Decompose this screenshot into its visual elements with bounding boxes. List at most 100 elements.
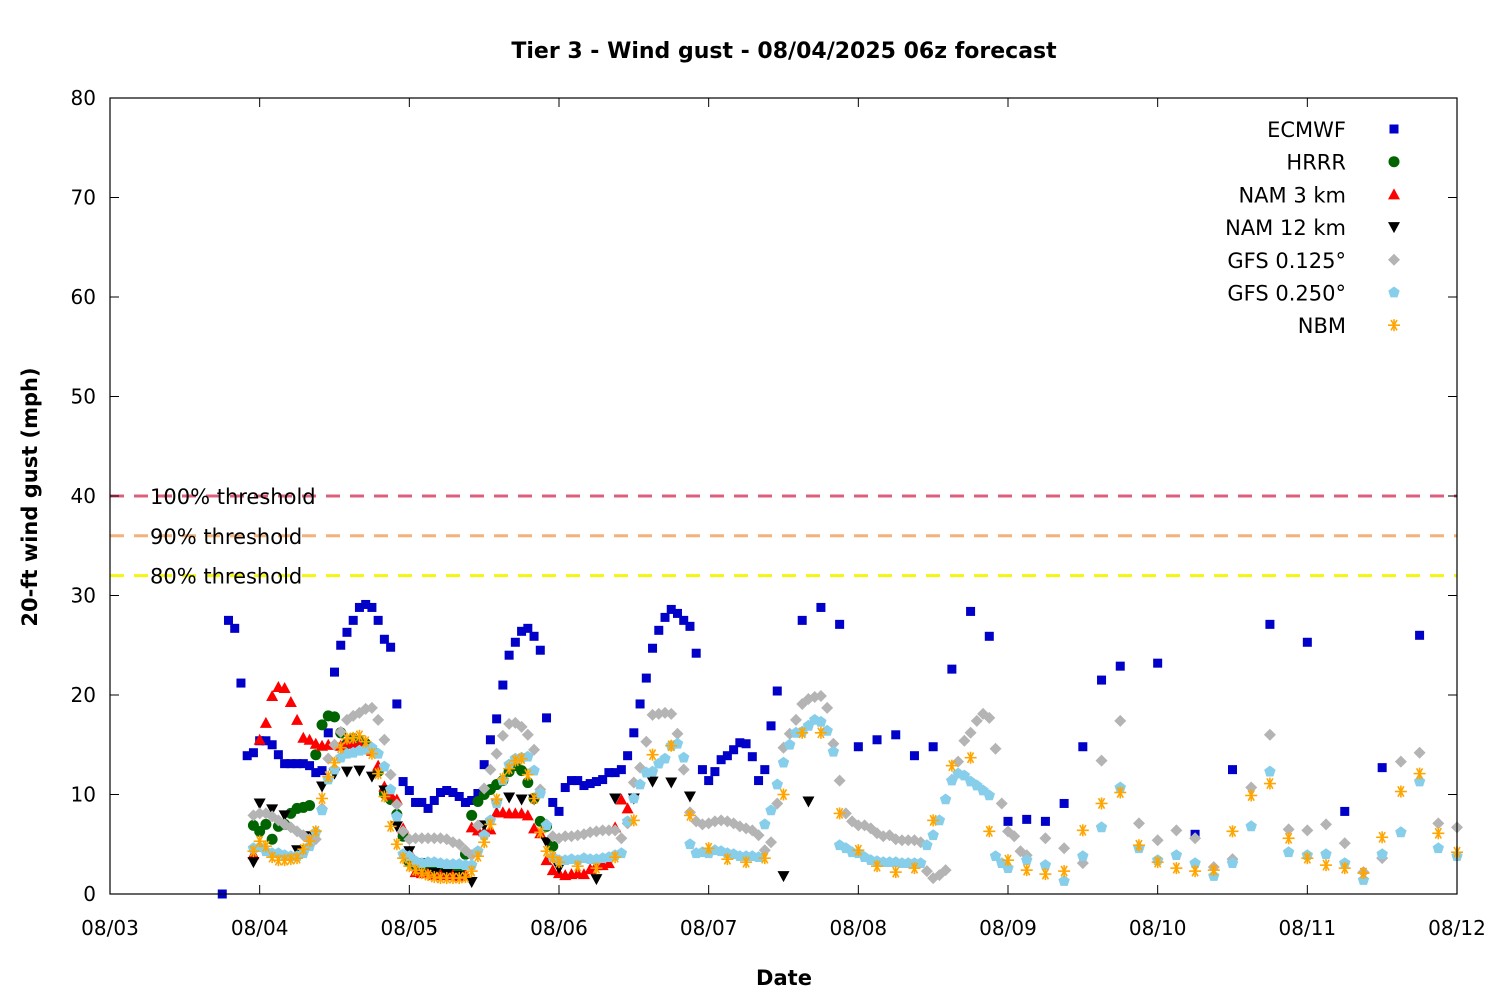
data-point: [1058, 842, 1071, 855]
data-point: [453, 838, 466, 851]
data-point: [390, 798, 403, 811]
data-point: [272, 854, 285, 867]
data-point: [291, 852, 304, 865]
data-point: [797, 615, 807, 625]
data-point: [436, 788, 446, 798]
data-point: [672, 608, 682, 618]
data-point: [372, 767, 385, 780]
data-point: [247, 857, 260, 869]
data-point: [503, 792, 516, 804]
data-point: [428, 871, 441, 884]
data-point: [765, 804, 777, 816]
data-point: [777, 871, 790, 883]
data-point: [266, 689, 279, 701]
y-tick-label: 60: [71, 285, 96, 309]
y-tick-label: 30: [71, 584, 96, 608]
data-point: [939, 793, 952, 805]
data-point: [528, 792, 541, 805]
data-point: [1189, 865, 1202, 878]
series-4: [247, 689, 1463, 885]
data-point: [815, 715, 827, 727]
data-point: [627, 814, 640, 827]
data-point: [535, 645, 545, 655]
data-point: [590, 862, 603, 875]
data-point: [1301, 852, 1314, 865]
data-point: [498, 680, 508, 690]
data-point: [591, 777, 601, 787]
y-tick-label: 40: [71, 484, 96, 508]
data-point: [1170, 824, 1183, 837]
legend-label: NAM 12 km: [1225, 216, 1346, 240]
data-point: [404, 786, 414, 796]
data-point: [915, 857, 927, 868]
data-point: [1095, 797, 1108, 810]
data-point: [386, 642, 396, 652]
data-point: [316, 792, 329, 805]
data-point: [1022, 814, 1032, 824]
data-point: [710, 767, 720, 777]
data-point: [384, 820, 397, 833]
data-point: [1432, 842, 1444, 854]
data-point: [1058, 865, 1071, 878]
data-point: [521, 768, 534, 781]
data-point: [933, 814, 946, 826]
data-point: [547, 840, 559, 852]
x-tick-label: 08/07: [680, 916, 738, 940]
data-point: [621, 815, 634, 827]
data-point: [641, 673, 651, 683]
data-point: [691, 648, 701, 658]
data-point: [490, 747, 503, 760]
data-point: [236, 678, 246, 688]
data-point: [679, 615, 689, 625]
data-point: [479, 760, 489, 770]
data-point: [329, 711, 340, 723]
data-point: [889, 866, 902, 879]
data-point: [735, 738, 745, 748]
data-point: [273, 750, 283, 760]
data-point: [928, 742, 938, 752]
data-point: [683, 809, 696, 822]
data-point: [248, 748, 258, 758]
legend-label: GFS 0.250°: [1227, 282, 1346, 306]
data-point: [1338, 862, 1351, 875]
data-point: [1413, 746, 1426, 759]
data-point: [328, 756, 341, 769]
legend-label: NAM 3 km: [1238, 183, 1346, 207]
data-point: [1376, 848, 1388, 860]
plot-frame: [109, 97, 1458, 895]
data-point: [521, 728, 534, 741]
data-point: [304, 799, 316, 811]
data-point: [261, 736, 271, 746]
data-point: [467, 795, 477, 805]
data-point: [336, 640, 346, 650]
data-point: [415, 867, 428, 880]
data-point: [354, 602, 364, 612]
data-point: [1320, 818, 1333, 831]
data-point: [666, 604, 676, 614]
data-point: [509, 754, 522, 767]
data-point: [1058, 875, 1070, 886]
data-point: [1151, 856, 1164, 869]
data-point: [966, 606, 976, 616]
data-point: [945, 759, 958, 772]
data-point: [1097, 675, 1107, 685]
data-point: [478, 836, 491, 849]
data-point: [665, 707, 678, 720]
legend-marker: [1389, 124, 1399, 134]
data-point: [759, 818, 771, 830]
data-point: [446, 872, 459, 885]
data-point: [253, 835, 266, 848]
data-point: [465, 821, 478, 833]
data-point: [610, 768, 620, 778]
data-point: [989, 742, 1002, 755]
data-point: [334, 741, 347, 754]
data-point: [460, 797, 470, 807]
data-point: [1040, 816, 1050, 826]
y-tick-label: 20: [71, 683, 96, 707]
data-point: [628, 792, 640, 804]
data-point: [1264, 765, 1276, 777]
data-point: [590, 874, 603, 886]
y-axis-label: 20-ft wind gust (mph): [18, 367, 42, 626]
data-point: [540, 837, 553, 849]
data-point: [340, 766, 353, 778]
